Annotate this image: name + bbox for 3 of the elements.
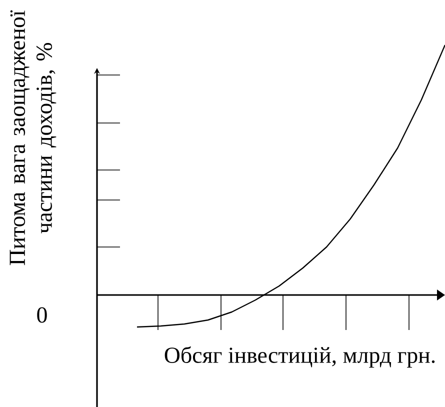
x-axis-title: Обсяг інвестицій, млрд грн. [164, 346, 435, 368]
y-axis-title: Питома вага заощадженої частини доходів, % [10, 10, 56, 266]
text: 0 [37, 307, 47, 323]
